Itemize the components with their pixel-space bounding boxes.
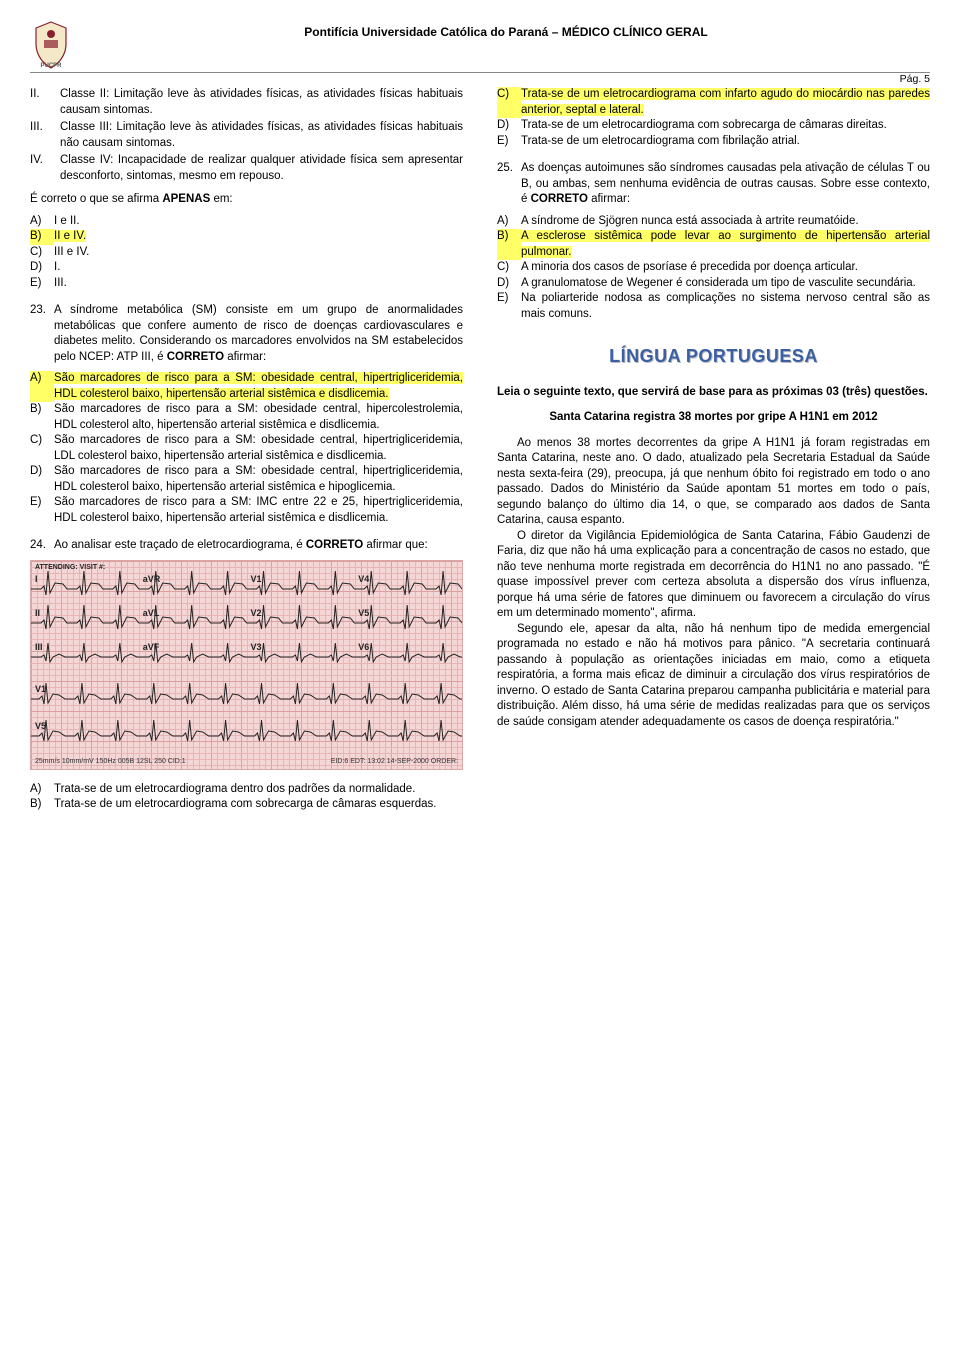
q24-text: Ao analisar este traçado de eletrocardio…	[54, 538, 463, 554]
article-paragraph: O diretor da Vigilância Epidemiológica d…	[497, 529, 930, 622]
roman-item: IV.Classe IV: Incapacidade de realizar q…	[30, 153, 463, 184]
answer-option: D)A granulomatose de Wegener é considera…	[497, 276, 930, 292]
answer-option: C)A minoria dos casos de psoríase é prec…	[497, 260, 930, 276]
answer-option: A)São marcadores de risco para a SM: obe…	[30, 371, 463, 402]
answer-option: C)Trata-se de um eletrocardiograma com i…	[497, 87, 930, 118]
answer-option: C)III e IV.	[30, 245, 463, 261]
answer-option: D)São marcadores de risco para a SM: obe…	[30, 464, 463, 495]
q25-answers: A)A síndrome de Sjögren nunca está assoc…	[497, 214, 930, 323]
article-paragraph: Segundo ele, apesar da alta, não há nenh…	[497, 622, 930, 731]
ecg-lead-label: V2	[251, 607, 262, 619]
answer-option: E)III.	[30, 276, 463, 292]
answer-option: C)São marcadores de risco para a SM: obe…	[30, 433, 463, 464]
ecg-lead-label: V1	[251, 573, 262, 585]
ecg-lead-label: aVR	[143, 573, 161, 585]
right-column: C)Trata-se de um eletrocardiograma com i…	[497, 87, 930, 825]
ecg-lead-label: V3	[251, 641, 262, 653]
q22-stem: É correto o que se afirma APENAS em:	[30, 192, 463, 208]
q22-roman-list: II.Classe II: Limitação leve às atividad…	[30, 87, 463, 184]
q25-number: 25.	[497, 161, 521, 208]
ecg-footer-left: 25mm/s 10mm/mV 150Hz 005B 12SL 250 CID:1	[35, 757, 186, 766]
reading-intro: Leia o seguinte texto, que servirá de ba…	[497, 385, 930, 401]
left-column: II.Classe II: Limitação leve às atividad…	[30, 87, 463, 825]
ecg-header-text: ATTENDING: VISIT #:	[35, 563, 105, 572]
answer-option: A)I e II.	[30, 214, 463, 230]
ecg-lead-label: aVL	[143, 607, 160, 619]
answer-option: A)A síndrome de Sjögren nunca está assoc…	[497, 214, 930, 230]
article-body: Ao menos 38 mortes decorrentes da gripe …	[497, 436, 930, 731]
article-title: Santa Catarina registra 38 mortes por gr…	[497, 410, 930, 426]
answer-option: B)A esclerose sistêmica pode levar ao su…	[497, 229, 930, 260]
two-column-layout: II.Classe II: Limitação leve às atividad…	[30, 87, 930, 825]
answer-option: B)Trata-se de um eletrocardiograma com s…	[30, 797, 463, 813]
q23-number: 23.	[30, 303, 54, 365]
answer-option: A)Trata-se de um eletrocardiograma dentr…	[30, 782, 463, 798]
svg-text:PUCPR: PUCPR	[40, 63, 62, 69]
ecg-lead-label: V6	[358, 641, 369, 653]
ecg-lead-label: I	[35, 573, 38, 585]
q22-bold: APENAS	[162, 193, 210, 205]
q25-text: As doenças autoimunes são síndromes caus…	[521, 161, 930, 208]
ecg-lead-label: V4	[358, 573, 369, 585]
ecg-footer-right: EID:6 EDT: 13:02 14-SEP-2000 ORDER:	[331, 757, 458, 766]
page-number: Pág. 5	[900, 72, 930, 86]
pucpr-logo: PUCPR	[30, 20, 72, 70]
q23-answers: A)São marcadores de risco para a SM: obe…	[30, 371, 463, 526]
q23-stem: 23. A síndrome metabólica (SM) consiste …	[30, 303, 463, 365]
answer-option: E)Na poliarteride nodosa as complicações…	[497, 291, 930, 322]
ecg-trace-image: IaVR V1 V4 II aVL V2 V5 III aVF V3 V6 V1 V5 25mm/s 10…	[30, 560, 463, 770]
answer-option: B)II e IV.	[30, 229, 463, 245]
ecg-rhythm-label: V1	[35, 683, 46, 695]
header-title: Pontifícia Universidade Católica do Para…	[82, 20, 930, 40]
page-header: PUCPR Pontifícia Universidade Católica d…	[30, 20, 930, 73]
answer-option: E)Trata-se de um eletrocardiograma com f…	[497, 134, 930, 150]
ecg-lead-label: III	[35, 641, 43, 653]
q25-stem: 25. As doenças autoimunes são síndromes …	[497, 161, 930, 208]
answer-option: E)São marcadores de risco para a SM: IMC…	[30, 495, 463, 526]
roman-item: II.Classe II: Limitação leve às atividad…	[30, 87, 463, 118]
ecg-lead-label: V5	[358, 607, 369, 619]
q24-number: 24.	[30, 538, 54, 554]
answer-option: D)Trata-se de um eletrocardiograma com s…	[497, 118, 930, 134]
answer-option: D)I.	[30, 260, 463, 276]
q24-stem: 24. Ao analisar este traçado de eletroca…	[30, 538, 463, 554]
ecg-lead-label: aVF	[143, 641, 160, 653]
roman-item: III.Classe III: Limitação leve às ativid…	[30, 120, 463, 151]
q22-answers: A)I e II.B)II e IV.C)III e IV.D)I.E)III.	[30, 214, 463, 292]
answer-option: B)São marcadores de risco para a SM: obe…	[30, 402, 463, 433]
ecg-rhythm-label: V5	[35, 720, 46, 732]
q24-answers-continued: C)Trata-se de um eletrocardiograma com i…	[497, 87, 930, 149]
ecg-lead-label: II	[35, 607, 40, 619]
q24-answers-partial: A)Trata-se de um eletrocardiograma dentr…	[30, 782, 463, 813]
q23-text: A síndrome metabólica (SM) consiste em u…	[54, 303, 463, 365]
article-paragraph: Ao menos 38 mortes decorrentes da gripe …	[497, 436, 930, 529]
section-title-portugues: LÍNGUA PORTUGUESA	[497, 344, 930, 368]
